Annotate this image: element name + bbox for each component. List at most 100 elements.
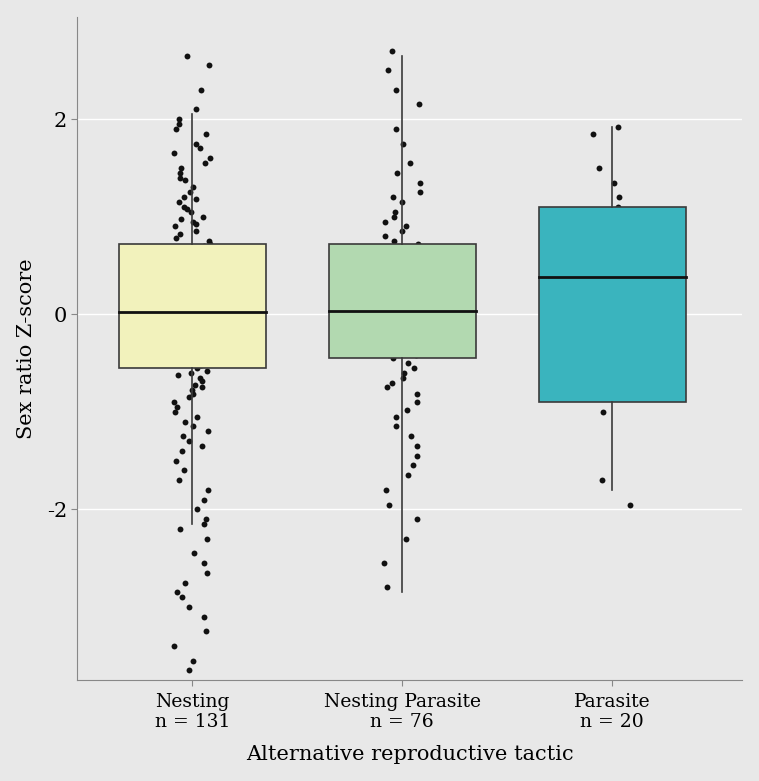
Point (396, 196, 408, 209)
Point (397, 313, 409, 326)
Point (170, 232, 182, 244)
Point (413, 333, 425, 345)
X-axis label: Alternative reproductive tactic: Alternative reproductive tactic (246, 745, 573, 765)
Point (203, 483, 215, 496)
Point (200, 345, 212, 358)
Point (616, 255, 628, 267)
Point (414, 177, 426, 189)
Point (407, 459, 419, 472)
Point (175, 294, 187, 306)
Point (389, 296, 402, 308)
Point (190, 218, 202, 230)
Point (379, 216, 391, 228)
Point (168, 396, 181, 408)
Point (391, 166, 403, 179)
Point (380, 230, 392, 242)
Point (195, 333, 207, 345)
Point (169, 220, 181, 233)
Point (377, 557, 389, 569)
Point (411, 388, 424, 401)
Point (176, 591, 188, 604)
Point (195, 84, 207, 96)
Point (170, 337, 182, 350)
Point (380, 291, 392, 303)
Point (172, 401, 184, 413)
Point (203, 280, 215, 293)
Point (178, 191, 191, 203)
Point (201, 284, 213, 296)
Point (387, 191, 399, 203)
Point (397, 137, 409, 150)
Point (383, 244, 395, 257)
Point (201, 365, 213, 377)
Point (191, 225, 203, 237)
Point (199, 157, 211, 169)
Point (191, 503, 203, 515)
Point (185, 366, 197, 379)
Point (382, 64, 394, 77)
Point (173, 118, 185, 130)
Point (399, 306, 411, 319)
Point (179, 355, 191, 367)
Point (384, 300, 396, 312)
Point (386, 241, 398, 254)
Point (600, 244, 612, 257)
Point (402, 264, 414, 276)
Point (204, 276, 216, 289)
Point (178, 308, 190, 320)
Point (180, 298, 192, 311)
Point (192, 264, 204, 276)
Point (396, 225, 408, 237)
Point (198, 494, 210, 506)
Point (412, 345, 424, 358)
Point (176, 444, 188, 457)
Point (173, 113, 185, 126)
Point (175, 171, 187, 184)
Point (184, 205, 197, 218)
Point (388, 210, 400, 223)
Y-axis label: Sex ratio Z-score: Sex ratio Z-score (17, 258, 36, 439)
Point (411, 440, 424, 452)
Point (181, 49, 194, 62)
Point (198, 557, 210, 569)
Point (381, 381, 393, 394)
Point (400, 220, 412, 233)
Point (170, 455, 182, 467)
Point (191, 193, 203, 205)
Point (601, 381, 613, 394)
Point (613, 191, 625, 203)
Point (381, 581, 393, 594)
Point (177, 261, 189, 273)
Point (198, 240, 210, 252)
Point (400, 533, 412, 545)
Point (172, 342, 184, 355)
Point (180, 357, 192, 369)
Point (190, 137, 202, 150)
Point (398, 366, 411, 379)
Point (200, 625, 212, 637)
Point (181, 308, 193, 320)
Point (184, 391, 196, 404)
Point (402, 319, 414, 332)
Point (203, 235, 216, 248)
Point (391, 279, 403, 291)
Point (613, 121, 625, 134)
Point (200, 127, 213, 140)
Point (187, 308, 200, 320)
Point (187, 420, 199, 433)
Point (414, 186, 426, 198)
Point (172, 310, 184, 323)
Point (405, 274, 417, 287)
Point (386, 259, 398, 272)
Point (386, 271, 398, 284)
Point (204, 152, 216, 164)
Point (411, 513, 424, 526)
Point (382, 342, 394, 355)
Point (197, 279, 209, 291)
Point (205, 318, 217, 330)
Point (186, 255, 198, 267)
Point (191, 347, 203, 359)
Point (203, 237, 216, 250)
Point (594, 162, 606, 174)
Point (179, 267, 191, 280)
